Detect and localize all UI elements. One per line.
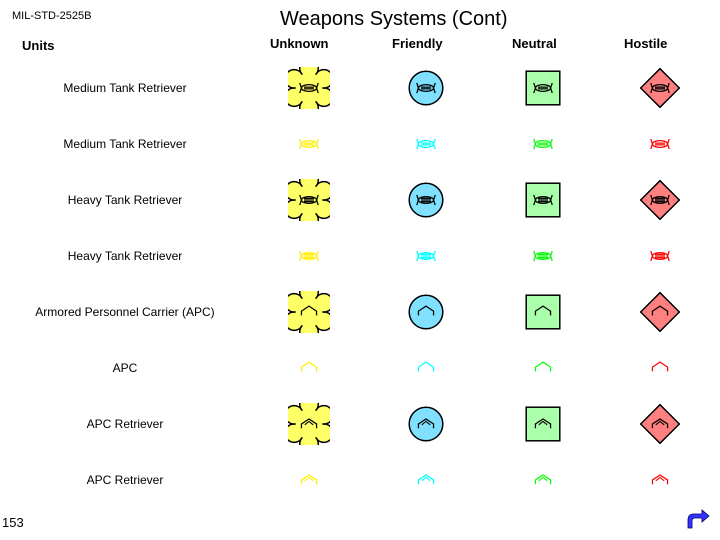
symbol-neutral — [484, 123, 601, 165]
symbol-hostile — [601, 403, 718, 445]
row-label: Armored Personnel Carrier (APC) — [0, 305, 250, 319]
symbol-friendly — [367, 67, 484, 109]
symbol-neutral — [484, 459, 601, 501]
symbol-neutral — [484, 291, 601, 333]
table-row: Heavy Tank Retriever — [0, 172, 720, 228]
row-label: APC Retriever — [0, 473, 250, 487]
symbol-neutral — [484, 235, 601, 277]
row-label: Medium Tank Retriever — [0, 137, 250, 151]
col-header-unknown: Unknown — [270, 36, 329, 51]
standard-label: MIL-STD-2525B — [12, 10, 91, 22]
symbol-grid: Medium Tank Retriever Medium Tank Retrie… — [0, 60, 720, 508]
page-number: 153 — [2, 515, 24, 530]
table-row: APC Retriever — [0, 396, 720, 452]
col-header-hostile: Hostile — [624, 36, 667, 51]
table-row: Armored Personnel Carrier (APC) — [0, 284, 720, 340]
symbol-friendly — [367, 347, 484, 389]
symbol-hostile — [601, 67, 718, 109]
symbol-unknown — [250, 67, 367, 109]
symbol-neutral — [484, 67, 601, 109]
symbol-friendly — [367, 179, 484, 221]
table-row: APC — [0, 340, 720, 396]
row-label: APC — [0, 361, 250, 375]
symbol-hostile — [601, 123, 718, 165]
page-title: Weapons Systems (Cont) — [280, 8, 508, 31]
symbol-neutral — [484, 403, 601, 445]
symbol-friendly — [367, 235, 484, 277]
symbol-unknown — [250, 459, 367, 501]
symbol-unknown — [250, 179, 367, 221]
symbol-friendly — [367, 123, 484, 165]
row-label: Medium Tank Retriever — [0, 81, 250, 95]
symbol-unknown — [250, 403, 367, 445]
table-row: Medium Tank Retriever — [0, 60, 720, 116]
symbol-neutral — [484, 179, 601, 221]
symbol-unknown — [250, 235, 367, 277]
units-label: Units — [22, 38, 55, 53]
table-row: Heavy Tank Retriever — [0, 228, 720, 284]
table-row: Medium Tank Retriever — [0, 116, 720, 172]
symbol-hostile — [601, 179, 718, 221]
symbol-unknown — [250, 347, 367, 389]
nav-return-icon[interactable] — [684, 506, 710, 532]
row-label: Heavy Tank Retriever — [0, 249, 250, 263]
row-label: APC Retriever — [0, 417, 250, 431]
col-header-friendly: Friendly — [392, 36, 443, 51]
table-row: APC Retriever — [0, 452, 720, 508]
symbol-friendly — [367, 291, 484, 333]
row-label: Heavy Tank Retriever — [0, 193, 250, 207]
symbol-friendly — [367, 459, 484, 501]
symbol-hostile — [601, 347, 718, 389]
symbol-hostile — [601, 459, 718, 501]
symbol-hostile — [601, 235, 718, 277]
symbol-unknown — [250, 291, 367, 333]
col-header-neutral: Neutral — [512, 36, 557, 51]
symbol-unknown — [250, 123, 367, 165]
symbol-friendly — [367, 403, 484, 445]
symbol-hostile — [601, 291, 718, 333]
symbol-neutral — [484, 347, 601, 389]
